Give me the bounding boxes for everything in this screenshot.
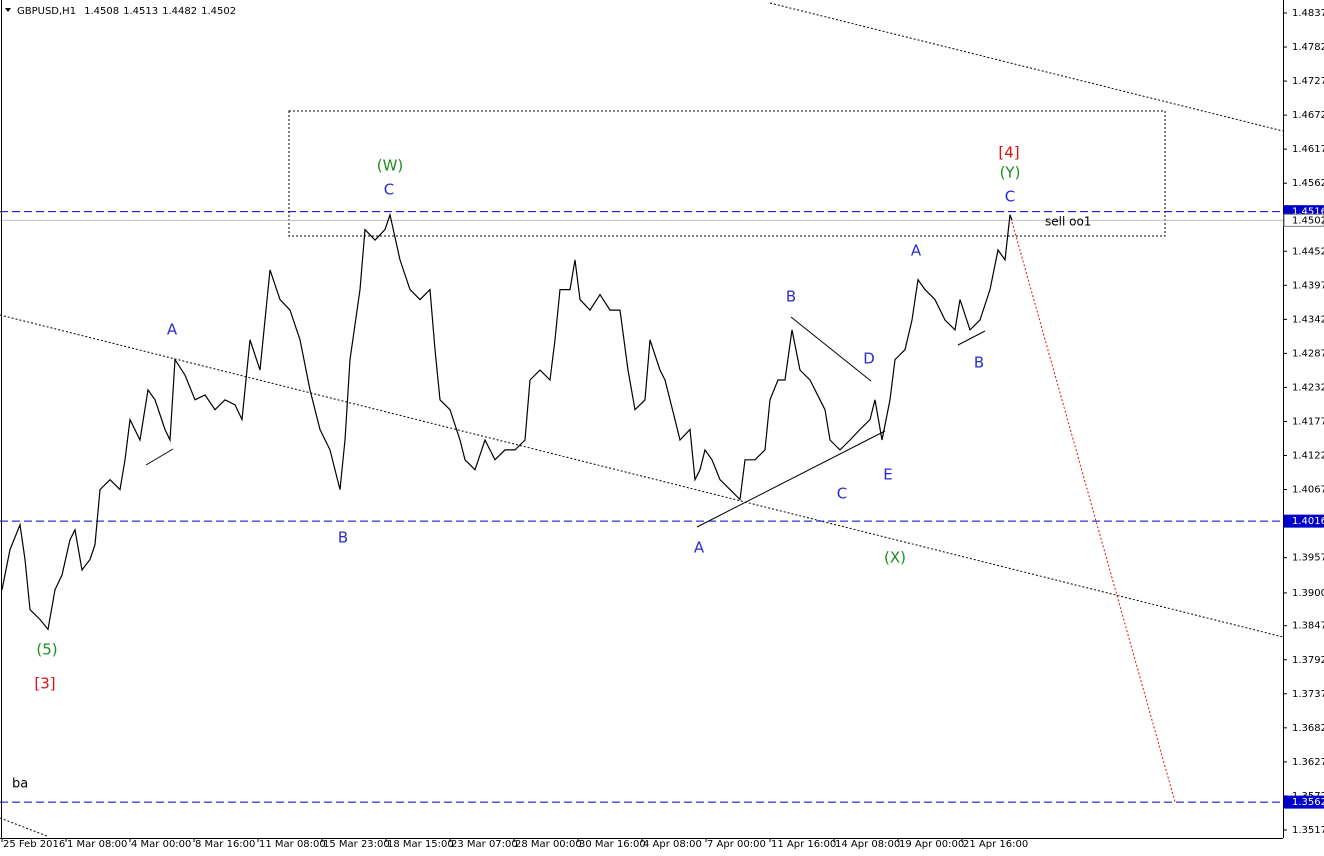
wave-label: [3]	[34, 675, 55, 693]
x-tick-label: 7 Apr 00:00	[707, 839, 766, 850]
price-line	[1, 212, 1013, 631]
levels	[0, 211, 1283, 803]
x-tick-label: 19 Apr 00:00	[899, 839, 964, 850]
trend-line	[790, 316, 872, 382]
wave-label: (W)	[377, 157, 404, 175]
x-tick-label: 28 Mar 00:00	[515, 839, 582, 850]
price-box	[1283, 213, 1324, 227]
y-tick-label: 1.4287	[1292, 348, 1324, 359]
x-tick-label: 15 Mar 23:00	[323, 839, 390, 850]
x-tick-label: 14 Apr 08:00	[835, 839, 900, 850]
price-label: 1.4502	[1292, 215, 1324, 226]
y-tick-label: 1.3792	[1292, 655, 1324, 666]
x-tick-label: 4 Mar 00:00	[131, 839, 191, 850]
ohlc-value: 1.4502	[201, 6, 236, 17]
wave-label: (X)	[884, 549, 906, 567]
projection-line	[1011, 221, 1176, 803]
wave-label: (5)	[36, 641, 57, 659]
x-tick-label: 1 Mar 08:00	[67, 839, 127, 850]
channel-line	[0, 314, 1284, 638]
x-tick-label: 21 Apr 16:00	[963, 839, 1028, 850]
plot	[1, 212, 1013, 631]
wave-label: B	[786, 288, 796, 306]
price-label: 1.3562	[1292, 797, 1324, 808]
wave-label: D	[863, 350, 875, 368]
wave-label: E	[883, 466, 892, 484]
y-tick-label: 1.4397	[1292, 280, 1324, 291]
y-tick-label: 1.3957	[1292, 553, 1324, 564]
wave-label: B	[338, 529, 348, 547]
trend-line	[145, 448, 174, 466]
wave-label: C	[384, 181, 394, 199]
wave-label: C	[1005, 188, 1015, 206]
wave-label: A	[167, 321, 178, 339]
y-tick-label: 1.4562	[1292, 178, 1324, 189]
annotations: (5) [3] A B (W) C A B C D E (X) A B C (Y) [4]	[34, 144, 1020, 693]
y-tick-label: 1.4342	[1292, 314, 1324, 325]
x-tick-label: 25 Feb 2016	[3, 839, 65, 850]
price-box	[1283, 514, 1324, 528]
x-tick-label: 30 Mar 16:00	[579, 839, 646, 850]
y-tick-label: 1.4672	[1292, 110, 1324, 121]
wave-label: C	[837, 485, 847, 503]
price-label: 1.4016	[1292, 516, 1324, 527]
y-tick-label: 1.3737	[1292, 689, 1324, 700]
price-label: 1.4516	[1292, 207, 1324, 218]
order-label: sell oo1	[1045, 215, 1091, 229]
x-tick-label: 18 Mar 15:00	[387, 839, 454, 850]
wave-label: A	[694, 539, 705, 557]
axes: 1.4837 1.4782 1.4727 1.4672 1.4617 1.4562 1.44…	[1, 8, 1324, 850]
y-tick-label: 1.4727	[1292, 76, 1324, 87]
y-tick-label: 1.4837	[1292, 8, 1324, 19]
ohlc-value: 1.4513	[123, 6, 158, 17]
y-tick-label: 1.3847	[1292, 621, 1324, 632]
wave-label: A	[911, 242, 922, 260]
x-tick-label: 8 Mar 16:00	[195, 839, 255, 850]
trend-line	[957, 330, 986, 346]
y-tick-label: 1.4122	[1292, 451, 1324, 462]
x-tick-label: 11 Mar 08:00	[259, 839, 326, 850]
y-tick-label: 1.3517	[1292, 825, 1324, 836]
target-zone	[288, 110, 1166, 237]
y-tick-label: 1.4782	[1292, 42, 1324, 53]
y-tick-label: 1.3627	[1292, 757, 1324, 768]
header: GBPUSD,H1 1.4508 1.4513 1.4482 1.4502	[17, 6, 236, 17]
channel-line	[769, 2, 1284, 132]
x-tick-label: 4 Apr 08:00	[643, 839, 702, 850]
menu-icon[interactable]	[5, 8, 11, 12]
y-tick-label: 1.4232	[1292, 382, 1324, 393]
y-tick-label: 1.3682	[1292, 723, 1324, 734]
wave-label: (Y)	[1000, 164, 1021, 182]
y-tick-label: 1.3900	[1292, 588, 1324, 599]
ohlc-value: 1.4508	[84, 6, 119, 17]
y-tick-label: 1.4177	[1292, 416, 1324, 427]
x-tick-label: 11 Apr 16:00	[771, 839, 836, 850]
ohlc-value: 1.4482	[162, 6, 197, 17]
y-tick-label: 1.4617	[1292, 144, 1324, 155]
y-tick-label: 1.4067	[1292, 485, 1324, 496]
x-tick-label: 23 Mar 07:00	[451, 839, 518, 850]
wave-label: B	[974, 354, 984, 372]
price-box	[1283, 795, 1324, 809]
corner-label: ba	[12, 777, 28, 792]
trend-line	[696, 430, 886, 528]
symbol: GBPUSD,H1	[17, 6, 76, 17]
wave-label: [4]	[998, 144, 1019, 162]
y-tick-label: 1.4452	[1292, 246, 1324, 257]
channel-line	[0, 817, 48, 837]
